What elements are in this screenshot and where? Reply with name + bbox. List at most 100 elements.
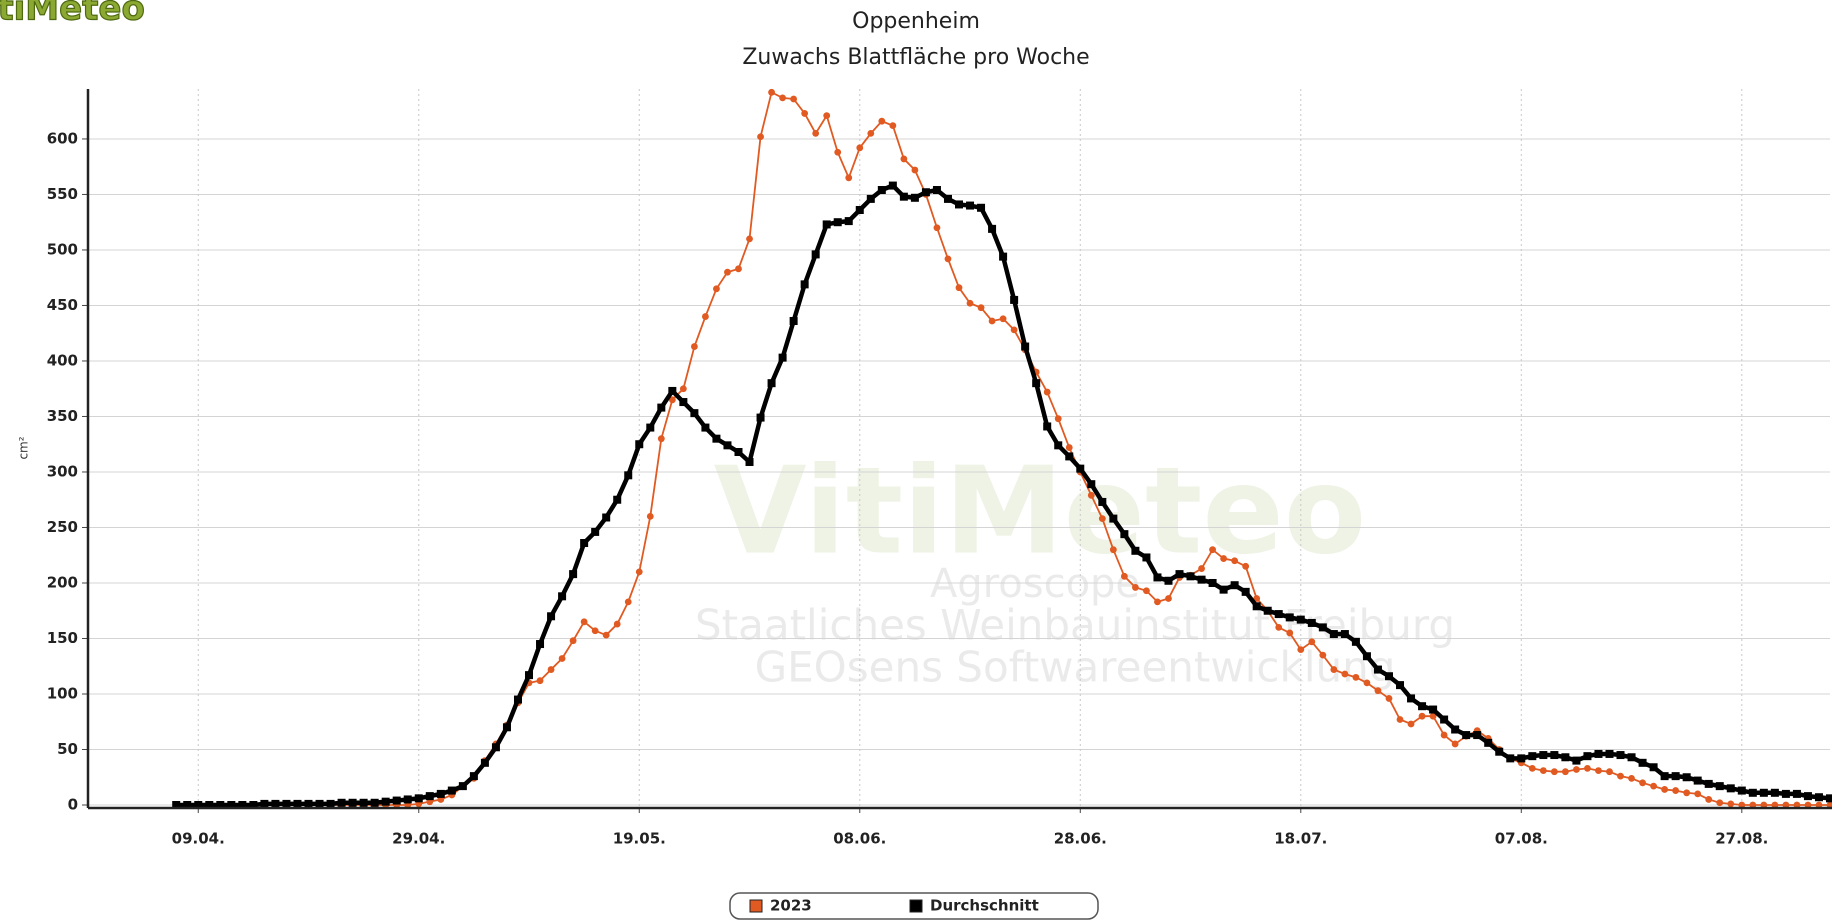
marker — [194, 801, 203, 809]
marker — [999, 315, 1007, 323]
marker — [1197, 575, 1206, 584]
marker — [966, 201, 975, 210]
marker — [1010, 295, 1019, 304]
marker — [1285, 613, 1294, 622]
marker — [899, 192, 908, 201]
marker — [1362, 652, 1371, 661]
marker — [756, 413, 765, 422]
marker — [1771, 801, 1779, 809]
marker — [1297, 646, 1305, 653]
x-tick-label: 28.06. — [1054, 830, 1107, 848]
y-tick-label: 50 — [57, 740, 78, 758]
legend-label: Durchschnitt — [930, 897, 1039, 915]
marker — [1253, 595, 1261, 602]
marker — [988, 317, 996, 325]
marker — [1043, 422, 1052, 431]
marker — [613, 495, 622, 504]
marker — [734, 447, 743, 456]
marker — [304, 799, 313, 808]
marker — [1694, 790, 1702, 798]
marker — [1495, 747, 1504, 756]
marker — [1318, 623, 1327, 632]
marker — [1705, 796, 1713, 803]
marker — [921, 188, 930, 197]
marker — [1683, 789, 1691, 797]
marker — [1098, 497, 1107, 506]
legend: 2023 Durchschnitt — [729, 892, 1099, 920]
y-tick-label: 250 — [47, 518, 78, 536]
legend-marker — [749, 899, 763, 913]
marker — [944, 255, 952, 263]
marker — [525, 671, 534, 680]
marker — [1451, 740, 1459, 748]
marker — [1473, 731, 1482, 740]
marker — [1781, 789, 1790, 798]
marker — [735, 265, 742, 273]
marker — [172, 801, 181, 809]
marker — [757, 133, 764, 141]
marker — [746, 235, 753, 243]
watermark-text: Agroscope — [930, 561, 1140, 607]
marker — [1373, 665, 1382, 674]
marker — [249, 801, 258, 809]
marker — [1230, 581, 1239, 590]
marker — [1109, 546, 1117, 554]
marker — [1120, 530, 1129, 539]
marker — [657, 435, 665, 443]
marker — [701, 423, 710, 432]
marker — [745, 457, 754, 466]
marker — [856, 144, 864, 152]
marker — [1407, 694, 1416, 703]
marker — [1087, 480, 1096, 489]
marker — [315, 799, 324, 808]
marker — [392, 796, 401, 805]
marker — [800, 280, 809, 289]
marker — [1584, 764, 1591, 772]
marker — [1583, 752, 1592, 761]
marker — [690, 409, 699, 418]
x-tick-label: 18.07. — [1274, 830, 1327, 848]
marker — [602, 513, 611, 522]
marker — [1726, 784, 1735, 793]
marker — [1826, 794, 1832, 803]
marker — [216, 801, 225, 809]
marker — [790, 95, 798, 103]
marker — [260, 799, 269, 808]
marker — [1132, 584, 1139, 591]
marker — [469, 772, 478, 781]
marker — [502, 723, 511, 732]
marker — [271, 799, 280, 808]
marker — [591, 527, 600, 536]
watermark-text: GEOsens Softwareentwicklung — [755, 643, 1396, 692]
marker — [1043, 388, 1051, 396]
marker — [635, 568, 643, 576]
marker — [779, 94, 786, 102]
marker — [513, 695, 522, 704]
marker — [1143, 587, 1150, 595]
y-tick-label: 550 — [47, 185, 78, 203]
marker — [1363, 679, 1371, 687]
marker — [1263, 606, 1272, 615]
marker — [801, 110, 809, 117]
chart-subtitle: Zuwachs Blattfläche pro Woche — [742, 45, 1089, 70]
x-tick-label: 09.04. — [172, 830, 225, 848]
marker — [866, 194, 875, 203]
marker — [337, 798, 346, 807]
marker — [822, 220, 831, 229]
marker — [227, 801, 236, 809]
marker — [602, 631, 610, 639]
marker — [966, 299, 974, 307]
marker — [1572, 756, 1581, 765]
marker — [458, 782, 467, 791]
marker — [282, 799, 291, 808]
marker — [414, 794, 423, 803]
marker — [1737, 786, 1746, 795]
marker — [1704, 779, 1713, 788]
marker — [1738, 801, 1746, 809]
marker — [536, 640, 545, 649]
marker — [668, 386, 677, 395]
marker — [1429, 712, 1437, 720]
marker — [1209, 546, 1216, 554]
marker — [1506, 754, 1515, 763]
x-tick-label: 29.04. — [392, 830, 445, 848]
